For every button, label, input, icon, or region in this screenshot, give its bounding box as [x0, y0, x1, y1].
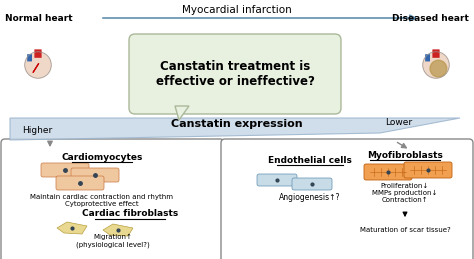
- Polygon shape: [10, 118, 460, 140]
- Text: Cardiomyocytes: Cardiomyocytes: [61, 153, 143, 162]
- Circle shape: [430, 60, 447, 77]
- FancyBboxPatch shape: [56, 176, 104, 190]
- Text: Maturation of scar tissue?: Maturation of scar tissue?: [360, 227, 450, 233]
- Text: Diseased heart: Diseased heart: [392, 13, 469, 23]
- FancyBboxPatch shape: [71, 168, 119, 182]
- FancyBboxPatch shape: [35, 49, 42, 58]
- Text: Cytoprotective effect: Cytoprotective effect: [65, 201, 138, 207]
- Text: Migration↑
(physiological level?): Migration↑ (physiological level?): [76, 234, 149, 248]
- FancyBboxPatch shape: [1, 139, 224, 259]
- Polygon shape: [175, 106, 189, 120]
- Circle shape: [25, 52, 51, 78]
- FancyBboxPatch shape: [221, 139, 473, 259]
- Text: Myocardial infarction: Myocardial infarction: [182, 5, 292, 15]
- Text: Canstatin treatment is
effective or ineffective?: Canstatin treatment is effective or inef…: [155, 60, 314, 88]
- Text: Cardiac fibroblasts: Cardiac fibroblasts: [82, 210, 178, 219]
- Text: Myofibroblasts: Myofibroblasts: [367, 150, 443, 160]
- Circle shape: [423, 52, 449, 78]
- FancyBboxPatch shape: [425, 54, 430, 61]
- Polygon shape: [103, 224, 133, 236]
- FancyBboxPatch shape: [257, 174, 297, 186]
- FancyBboxPatch shape: [432, 49, 439, 58]
- Text: Canstatin expression: Canstatin expression: [171, 119, 303, 129]
- Text: Angiogenesis↑?: Angiogenesis↑?: [279, 193, 341, 203]
- Text: Normal heart: Normal heart: [5, 13, 73, 23]
- FancyBboxPatch shape: [292, 178, 332, 190]
- FancyBboxPatch shape: [364, 164, 412, 180]
- FancyBboxPatch shape: [27, 54, 32, 61]
- Text: Endothelial cells: Endothelial cells: [268, 155, 352, 164]
- Polygon shape: [57, 222, 87, 234]
- FancyBboxPatch shape: [129, 34, 341, 114]
- FancyBboxPatch shape: [404, 162, 452, 178]
- Text: Maintain cardiac contraction and rhythm: Maintain cardiac contraction and rhythm: [30, 194, 173, 200]
- Text: Proliferation↓
MMPs production↓
Contraction↑: Proliferation↓ MMPs production↓ Contract…: [372, 183, 438, 203]
- Text: Lower: Lower: [385, 118, 412, 126]
- Text: Higher: Higher: [22, 126, 52, 134]
- FancyBboxPatch shape: [41, 163, 89, 177]
